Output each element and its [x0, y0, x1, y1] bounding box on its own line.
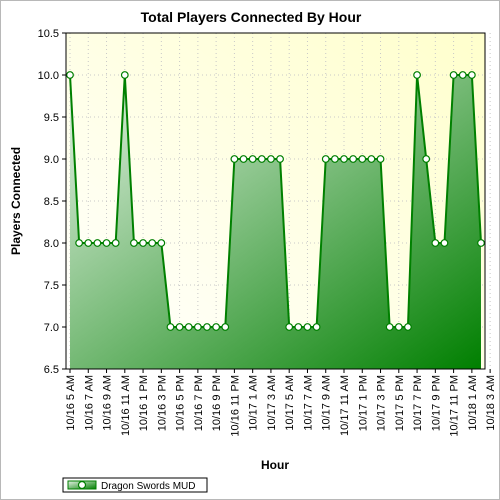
data-point [248, 155, 257, 163]
data-point [385, 323, 394, 331]
data-point [477, 239, 485, 247]
data-point [467, 71, 476, 79]
x-tick-label: 10/16 11 PM [229, 375, 241, 437]
data-point [193, 323, 202, 331]
x-tick-label: 10/17 7 AM [302, 375, 314, 431]
x-tick-label: 10/16 9 AM [102, 375, 114, 431]
data-point [294, 323, 303, 331]
y-tick-label: 6.5 [44, 364, 59, 376]
data-point [84, 239, 93, 247]
data-points [66, 71, 485, 331]
y-tick-label: 7.5 [44, 280, 59, 292]
x-axis-title: Hour [261, 458, 289, 472]
data-point [130, 239, 138, 247]
data-point [102, 239, 111, 247]
data-point [340, 155, 348, 163]
data-point [413, 71, 421, 79]
data-point [358, 155, 367, 163]
data-point [221, 323, 230, 331]
data-point [367, 155, 376, 163]
data-point [212, 323, 221, 331]
data-point [321, 155, 330, 163]
x-tick-label: 10/17 1 AM [248, 375, 260, 431]
data-point [75, 239, 84, 247]
data-point [148, 239, 157, 247]
data-point [394, 323, 403, 331]
y-axis-title: Players Connected [9, 147, 23, 255]
data-point [111, 239, 120, 247]
x-tick-label: 10/16 1 PM [138, 375, 150, 431]
x-tick-label: 10/17 3 PM [376, 375, 388, 431]
data-point [422, 155, 431, 163]
legend-box [62, 477, 208, 493]
data-point [349, 155, 358, 163]
series-line [69, 74, 482, 328]
data-point [257, 155, 266, 163]
data-point [139, 239, 147, 247]
data-point [184, 323, 193, 331]
x-tick-label: 10/16 5 PM [175, 375, 187, 431]
y-tick-label: 8.5 [44, 196, 59, 208]
data-point [285, 323, 294, 331]
x-tick-label: 10/16 3 PM [156, 375, 168, 431]
data-point [404, 323, 412, 331]
x-tick-label: 10/17 5 AM [284, 375, 296, 431]
data-point [267, 155, 275, 163]
x-tick-label: 10/17 7 PM [412, 375, 424, 431]
x-tick-label: 10/16 7 PM [193, 375, 205, 431]
x-tick-label: 10/18 1 AM [467, 375, 479, 431]
data-point [239, 155, 248, 163]
y-tick-label: 9.0 [44, 154, 59, 166]
x-tick-label: 10/17 1 PM [357, 375, 369, 431]
data-point [166, 323, 175, 331]
series-area [70, 75, 481, 369]
data-point [312, 323, 321, 331]
y-tick-label: 10.5 [38, 28, 59, 40]
legend-marker [77, 480, 87, 490]
y-tick-label: 10.0 [38, 70, 59, 82]
x-tick-label: 10/17 11 PM [449, 375, 461, 437]
data-point [157, 239, 166, 247]
data-point [449, 71, 458, 79]
x-tick-label: 10/17 9 PM [430, 375, 442, 431]
data-point [440, 239, 449, 247]
x-tick-label: 10/17 11 AM [339, 375, 351, 436]
chart-title: Total Players Connected By Hour [141, 9, 362, 25]
data-point [376, 155, 385, 163]
x-tick-label: 10/17 5 PM [394, 375, 406, 431]
x-tick-label: 10/16 5 AM [65, 375, 77, 431]
x-axis-ticks: 10/16 5 AM 10/16 7 AM 10/16 9 AM 10/16 11 A… [65, 369, 497, 437]
data-point [120, 71, 129, 79]
x-tick-label: 10/16 7 AM [83, 375, 95, 431]
legend-label: Dragon Swords MUD [101, 481, 195, 492]
x-tick-label: 10/16 11 AM [120, 375, 132, 436]
data-point [303, 323, 312, 331]
data-point [230, 155, 239, 163]
y-tick-label: 8.0 [44, 238, 59, 250]
y-axis-ticks: 6.5 7.0 7.5 8.0 8.5 9.0 9.5 10.0 10.5 [38, 28, 66, 376]
data-point [175, 323, 184, 331]
legend: Dragon Swords MUD [62, 477, 208, 493]
data-point [330, 155, 339, 163]
data-point [66, 71, 74, 79]
y-tick-label: 9.5 [44, 112, 59, 124]
data-point [276, 155, 284, 163]
y-tick-label: 7.0 [44, 322, 59, 334]
data-point [458, 71, 467, 79]
data-point [93, 239, 102, 247]
x-tick-label: 10/17 9 AM [321, 375, 333, 431]
data-point [431, 239, 440, 247]
x-tick-label: 10/18 3 AM [485, 375, 497, 431]
x-tick-label: 10/17 3 AM [266, 375, 278, 431]
x-tick-label: 10/16 9 PM [211, 375, 223, 431]
data-point [203, 323, 211, 331]
